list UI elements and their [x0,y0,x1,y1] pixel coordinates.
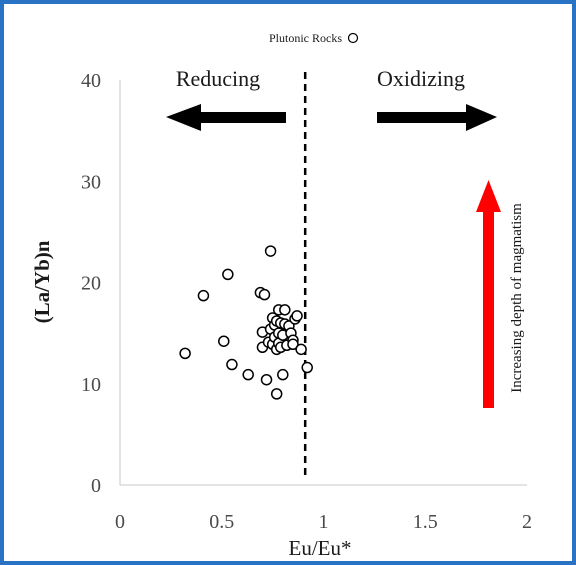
data-point [222,268,234,281]
y-tick-label: 10 [81,374,101,396]
reducing-label: Reducing [176,66,260,91]
right-arrow [377,104,497,131]
data-point [197,289,210,302]
data-points [179,245,313,400]
left-arrow [166,104,286,131]
x-tick-label: 0.5 [209,511,234,533]
y-tick-label: 40 [81,70,101,92]
depth-arrow [476,180,501,408]
y-tick-label: 20 [81,273,101,295]
data-point [291,310,303,322]
x-tick-label: 1 [319,511,329,533]
data-point [258,288,271,301]
x-tick-label: 1.5 [413,511,438,533]
y-axis-title: (La/Yb)n [30,240,54,323]
legend-label: Plutonic Rocks [269,31,342,45]
data-point [242,368,254,381]
data-point [179,347,191,360]
data-point [295,343,307,356]
data-point [279,304,291,316]
data-point [301,361,313,374]
data-point [287,338,299,351]
data-point [226,358,238,371]
y-tick-label: 0 [91,475,101,497]
x-tick-label: 2 [522,511,532,533]
depth-arrow-label: Increasing depth of magmatism [509,203,525,393]
data-point [270,388,283,400]
data-point [260,373,273,386]
legend-marker-circle [347,32,359,44]
x-axis-title: Eu/Eu* [289,536,352,560]
data-point [264,245,277,257]
axes [119,80,527,486]
data-point [277,368,289,381]
x-tick-label: 0 [115,511,125,533]
y-tick-label: 30 [81,171,101,193]
oxidizing-label: Oxidizing [377,66,465,91]
data-point [218,335,230,347]
